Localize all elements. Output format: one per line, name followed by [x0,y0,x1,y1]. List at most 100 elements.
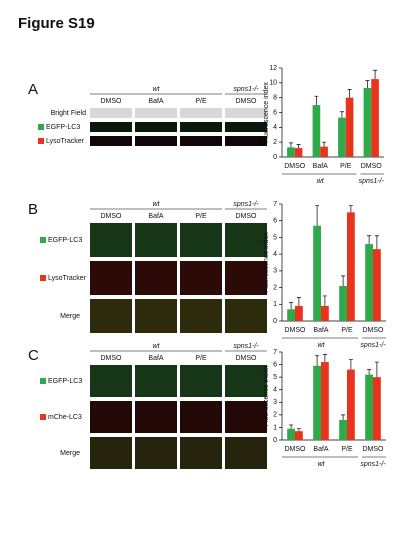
y-tick-label: 1 [273,424,277,431]
micrograph [225,122,267,132]
group-label: spns1-/- [233,86,259,93]
row-label: EGFP-LC3 [48,378,82,385]
micrograph [225,401,267,433]
row-label: Merge [60,450,80,457]
error-bar [348,205,353,213]
column-label: DMSO [101,213,123,220]
row-label: mChe-LC3 [48,414,82,421]
micrograph [135,299,177,333]
y-tick-label: 3 [273,268,277,275]
group-label: wt [153,86,161,93]
micrograph [135,136,177,146]
x-tick-label: P/E [341,327,353,334]
error-bar [322,354,327,363]
row-label: Merge [60,313,80,320]
micrograph [180,365,222,397]
bar [373,249,381,321]
micrograph [225,437,267,469]
micrograph [90,299,132,333]
micrograph [90,365,132,397]
micrograph [135,261,177,295]
y-tick-label: 3 [273,399,277,406]
y-tick-label: 0 [273,437,277,444]
x-tick-label: P/E [340,163,352,170]
error-bar [322,141,327,147]
row-swatch [40,275,46,281]
micrograph [180,261,222,295]
panel-letter: C [28,347,39,364]
micrograph [135,365,177,397]
micrograph [225,365,267,397]
column-label: BafA [148,213,164,220]
bar [339,419,347,440]
micrograph [225,299,267,333]
micrograph [90,401,132,433]
group-label: wt [317,178,325,185]
group-label: wt [318,342,326,349]
x-tick-label: DMSO [363,446,385,453]
y-tick-label: 0 [273,318,277,325]
group-label: spns1-/- [233,201,259,208]
y-tick-label: 4 [273,387,277,394]
bar [287,147,295,157]
error-bar [296,428,301,432]
row-swatch [38,124,44,130]
error-bar [315,355,320,366]
micrograph [225,136,267,146]
row-swatch [40,237,46,243]
micrograph [180,299,222,333]
error-bar [288,142,293,148]
x-tick-label: P/E [341,446,353,453]
group-label: spns1-/- [360,342,386,349]
y-tick-label: 2 [273,139,277,146]
micrograph [225,261,267,295]
error-bar [347,89,352,98]
x-tick-label: BafA [313,327,329,334]
y-tick-label: 6 [273,109,277,116]
micrograph [225,108,267,118]
bar [365,374,373,440]
bar [365,244,373,321]
column-label: P/E [195,98,207,105]
column-label: BafA [148,355,164,362]
y-tick-label: 4 [273,124,277,131]
y-tick-label: 6 [273,218,277,225]
micrograph [90,261,132,295]
group-label: wt [153,201,161,208]
x-tick-label: DMSO [361,163,383,170]
bar [295,305,303,321]
panel-letter: B [28,201,38,218]
column-label: DMSO [236,213,258,220]
micrograph [180,401,222,433]
bar [339,285,347,321]
row-swatch [38,138,44,144]
micrograph [180,437,222,469]
column-label: BafA [148,98,164,105]
error-bar [374,361,379,378]
micrograph [135,437,177,469]
x-tick-label: DMSO [285,446,307,453]
y-tick-label: 5 [273,374,277,381]
error-bar [348,359,353,370]
bar [287,428,295,440]
error-bar [374,235,379,250]
bar [373,377,381,440]
column-label: P/E [195,213,207,220]
group-label: wt [153,343,161,350]
x-tick-label: DMSO [285,327,307,334]
micrograph [180,122,222,132]
y-tick-label: 7 [273,349,277,356]
group-label: wt [318,461,326,468]
error-bar [367,369,372,375]
micrograph [90,223,132,257]
micrograph [90,437,132,469]
error-bar [314,95,319,106]
micrograph [90,136,132,146]
micrograph [180,223,222,257]
error-bar [289,302,294,310]
bar [321,362,329,440]
row-label: EGFP-LC3 [46,124,80,131]
bar [321,305,329,321]
bar [320,146,328,157]
